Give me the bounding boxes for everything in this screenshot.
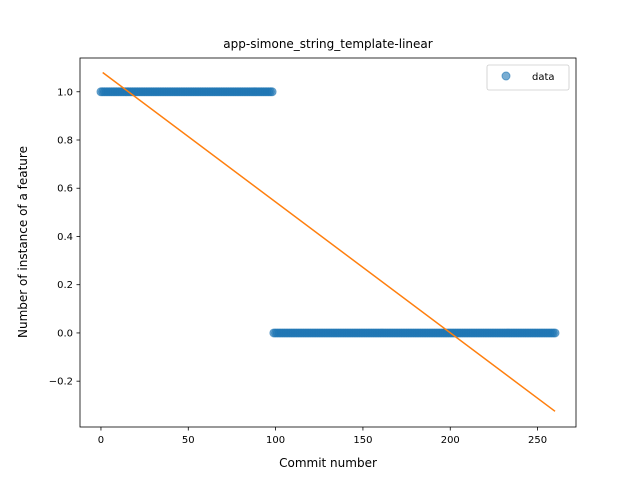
legend-marker-data — [502, 72, 510, 80]
x-tick-label: 250 — [528, 435, 547, 446]
x-tick-label: 200 — [441, 435, 460, 446]
x-tick-label: 50 — [182, 435, 195, 446]
y-tick-label: −0.2 — [49, 377, 73, 388]
x-tick-label: 150 — [353, 435, 372, 446]
x-axis-label: Commit number — [279, 456, 377, 470]
data-point — [551, 329, 559, 337]
x-tick-label: 0 — [98, 435, 104, 446]
x-tick-label: 100 — [266, 435, 285, 446]
y-tick-label: 0.0 — [57, 328, 73, 339]
chart-title: app-simone_string_template-linear — [223, 37, 432, 51]
legend: data — [487, 65, 569, 90]
legend-label-data: data — [532, 72, 555, 83]
y-tick-label: 0.8 — [57, 136, 73, 147]
y-axis-label: Number of instance of a feature — [16, 146, 30, 338]
y-tick-label: 0.6 — [57, 184, 73, 195]
y-tick-label: 0.4 — [57, 232, 73, 243]
y-tick-label: 1.0 — [57, 87, 73, 98]
data-point — [268, 88, 276, 96]
legend-box — [487, 65, 569, 90]
y-tick-label: 0.2 — [57, 280, 73, 291]
